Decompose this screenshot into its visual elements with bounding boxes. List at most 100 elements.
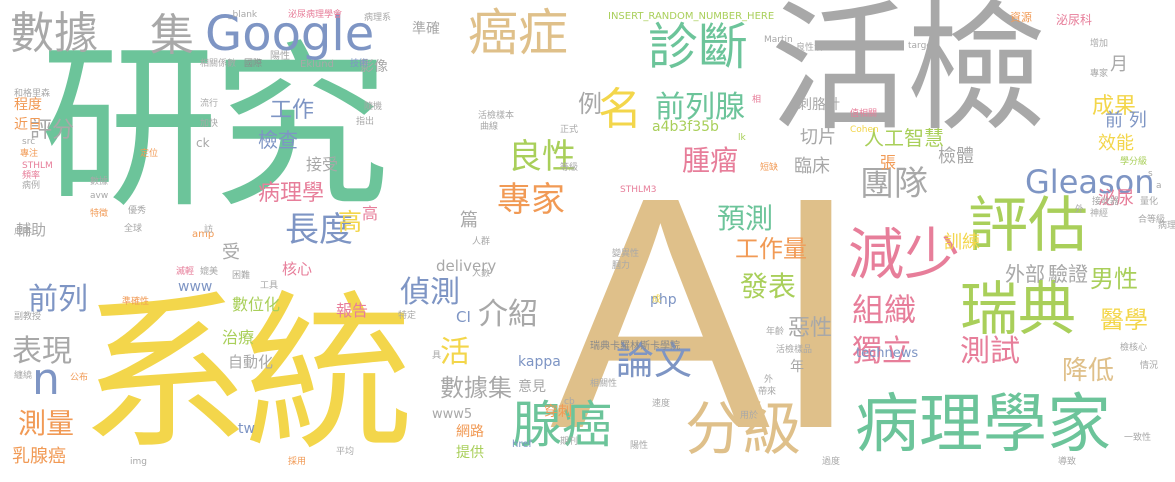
word: 年齡: [766, 327, 785, 337]
word: 採用: [288, 457, 307, 467]
word: 纏繞: [14, 371, 33, 381]
word: 陽性: [270, 51, 290, 62]
word: 外: [1075, 205, 1085, 215]
word: 檢查: [258, 128, 298, 152]
word: 期刊: [560, 437, 579, 447]
word: 乳腺癌: [12, 446, 66, 467]
word: 提供: [456, 445, 484, 461]
word: 接收器: [1092, 197, 1120, 207]
word: 例: [578, 90, 602, 118]
word: 數據集: [440, 374, 512, 402]
word: 成果: [1092, 94, 1137, 119]
word: 良性活: [796, 43, 824, 53]
word: 癌症: [468, 4, 568, 62]
word: 腺癌: [512, 396, 612, 454]
word: 系統: [80, 276, 414, 474]
word: 學分級: [1120, 157, 1148, 167]
word: 報告: [336, 301, 369, 320]
word: 診斷: [648, 18, 748, 76]
word: 臨床: [794, 156, 830, 177]
word: 專家: [497, 180, 565, 220]
word: 神經: [1090, 209, 1109, 219]
word: 優秀: [128, 206, 147, 216]
word: 高: [338, 208, 362, 236]
word: Eklund: [300, 59, 334, 70]
word: href: [512, 439, 532, 450]
word: 外部: [1005, 262, 1045, 286]
word: 病例: [22, 181, 41, 191]
word: 分級: [685, 395, 802, 463]
word: 相關係數: [200, 59, 237, 69]
word: 資源: [1010, 11, 1032, 24]
word: _blank: [228, 10, 258, 20]
word: 瑞典卡羅林斯卡學院: [590, 341, 680, 352]
word: 治療: [222, 328, 255, 347]
word: 加快: [200, 119, 219, 129]
word: 平均: [336, 447, 355, 457]
word: 評估: [968, 191, 1088, 261]
word: a4b3f35b: [652, 119, 719, 135]
word: 訪: [204, 225, 214, 235]
word: 評分: [30, 118, 75, 143]
word: 膕力: [612, 261, 631, 271]
word: lk: [738, 133, 746, 143]
word: 準確: [412, 21, 440, 37]
word: 帶來: [758, 387, 777, 397]
word: 困難: [232, 271, 251, 281]
word: 外: [764, 375, 774, 385]
word: 成本: [14, 227, 33, 237]
word: 情況: [1140, 361, 1159, 371]
word: 公布: [70, 373, 89, 383]
word: 全球: [124, 224, 143, 234]
word: 預測: [717, 202, 774, 235]
word: 過度: [822, 457, 841, 467]
word: 專注: [20, 149, 39, 159]
word: 測量: [18, 407, 75, 440]
word: 輔助: [16, 221, 47, 239]
word: 減少: [848, 223, 960, 288]
word: 研究: [40, 25, 390, 232]
word: 切片: [800, 127, 836, 148]
word: STHLM3: [620, 185, 657, 195]
word: technews: [856, 346, 919, 361]
word: 具: [432, 351, 442, 361]
word: 泌尿科: [1056, 13, 1093, 27]
word: delivery: [436, 257, 497, 275]
word: 檢體: [938, 146, 974, 167]
word: 人工智慧: [864, 126, 944, 150]
word: 自動化: [228, 353, 274, 371]
word: 效能: [1098, 133, 1134, 154]
word: avw: [90, 191, 109, 201]
word: 指出: [356, 117, 375, 127]
word: src: [22, 137, 36, 147]
word: 副教授: [14, 312, 42, 322]
word: img: [130, 457, 147, 467]
word: 特徵: [90, 209, 109, 219]
word: 定位: [140, 149, 159, 159]
word: 工作: [270, 98, 315, 123]
word: 病理科: [1158, 221, 1175, 231]
word: 檢核心: [1120, 343, 1148, 353]
word: 前列: [28, 282, 88, 317]
word: 組織: [852, 291, 917, 329]
word: 獨立: [852, 334, 912, 369]
word: 活: [440, 335, 470, 370]
word: 瑞典: [960, 275, 1077, 343]
word: 和格里森: [14, 89, 51, 99]
word: kappa: [518, 354, 561, 370]
word: 正式: [560, 125, 579, 135]
word: 一致性: [1124, 433, 1152, 443]
word: 介紹: [478, 297, 538, 332]
word: 流行: [200, 99, 219, 109]
word: INSERT_RANDOM_NUMBER_HERE: [608, 11, 775, 22]
word: 成: [652, 295, 662, 305]
word: 活檢樣本: [478, 111, 515, 121]
word: 泌尿: [1098, 188, 1134, 209]
word: 醫學: [1100, 306, 1148, 334]
word: 病理系: [364, 13, 392, 23]
word: 病理學家: [855, 388, 1111, 462]
word: 團隊: [860, 164, 928, 204]
word: 工具: [260, 281, 279, 291]
word: 增加: [1090, 39, 1109, 49]
word: 陽性: [630, 441, 649, 451]
